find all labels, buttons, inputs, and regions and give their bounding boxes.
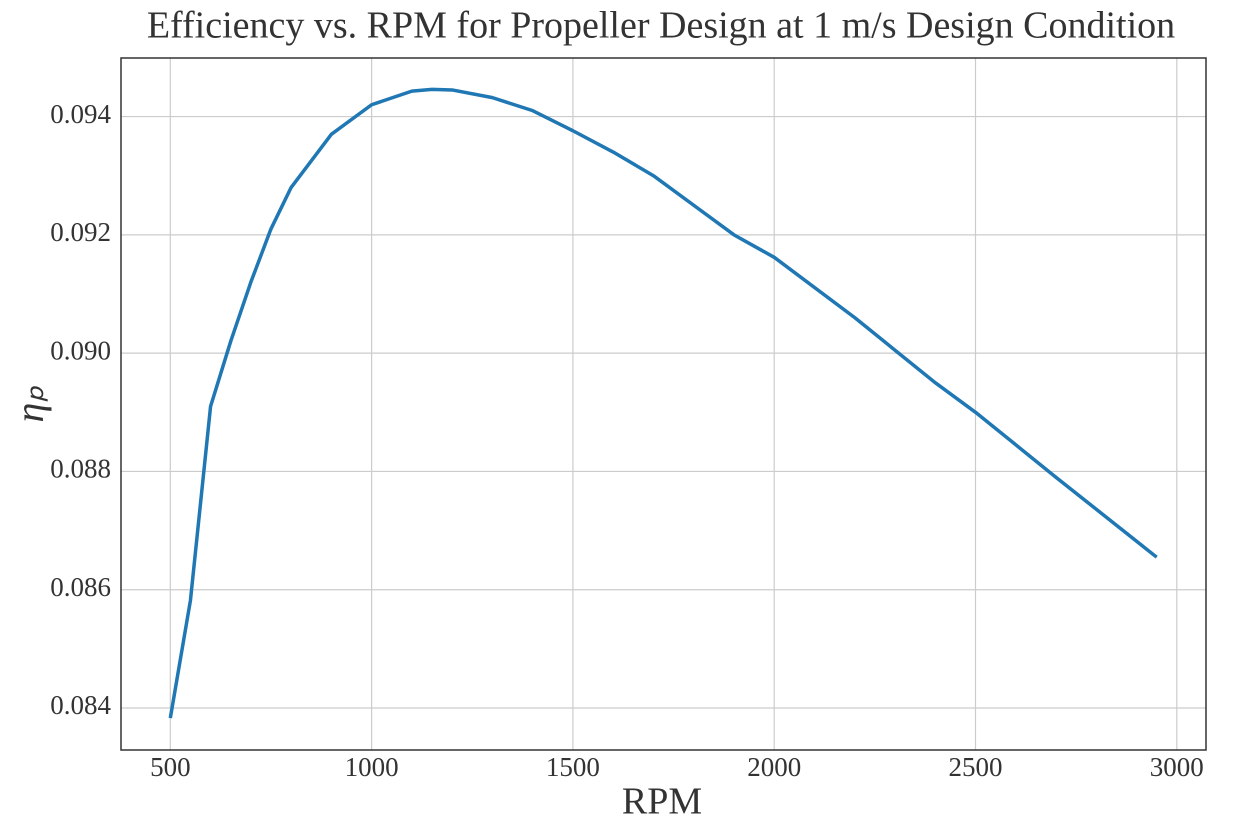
y-tick-label: 0.086 [50, 572, 111, 602]
chart-title: Efficiency vs. RPM for Propeller Design … [147, 5, 1175, 47]
data-line [168, 87, 1158, 719]
y-axis-label: ηₚ [7, 386, 52, 423]
x-tick-label: 2000 [747, 752, 801, 782]
y-tick-label: 0.094 [50, 99, 111, 129]
x-axis-label: RPM [622, 781, 702, 823]
x-tick-label: 1000 [345, 752, 399, 782]
y-tick-label: 0.084 [50, 690, 111, 720]
x-tick-label: 3000 [1150, 752, 1204, 782]
plot-frame [120, 57, 1207, 751]
x-tick-label: 2500 [949, 752, 1003, 782]
x-tick-label: 1500 [546, 752, 600, 782]
y-tick-label: 0.092 [50, 217, 111, 247]
x-tick-label: 500 [150, 752, 191, 782]
y-tick-label: 0.088 [50, 454, 111, 484]
y-tick-label: 0.090 [50, 335, 111, 365]
